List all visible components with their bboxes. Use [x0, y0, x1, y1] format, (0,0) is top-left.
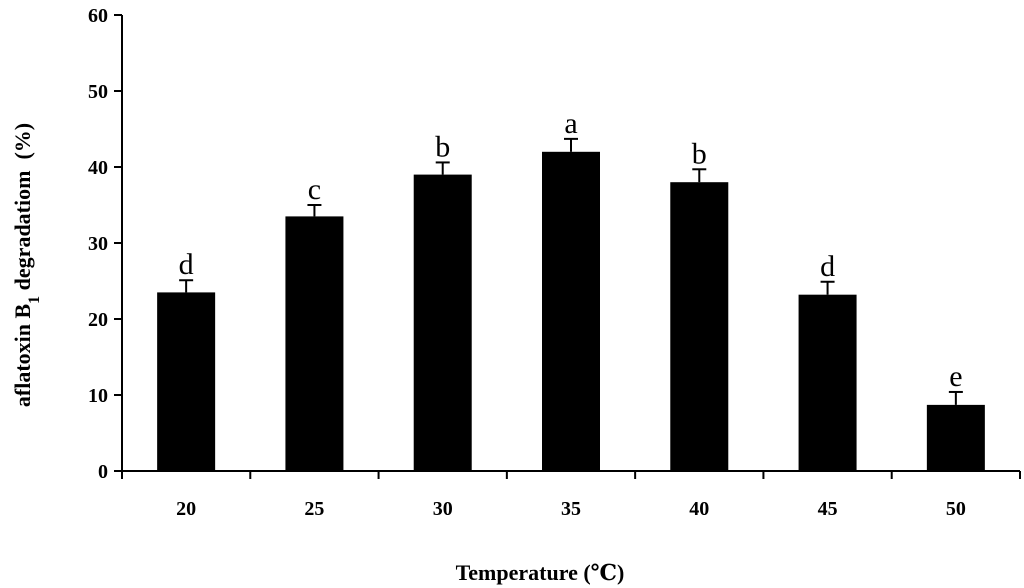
y-axis-title-suffix: degradatiom (%): [10, 123, 35, 296]
y-tick-label: 60: [88, 5, 108, 27]
bars-group: d c b a b d e: [157, 107, 985, 472]
y-axis-title-main: aflatoxin B: [10, 303, 35, 407]
x-tick-label: 40: [689, 498, 709, 520]
significance-label: e: [949, 360, 962, 393]
y-tick-label: 0: [98, 461, 108, 483]
x-tick-label: 35: [561, 498, 581, 520]
bar: [542, 151, 600, 472]
significance-label: b: [692, 137, 707, 170]
significance-label: b: [435, 130, 450, 163]
significance-label: a: [564, 107, 577, 140]
x-axis: 20 25 30 35 40 45 50: [121, 470, 1021, 520]
y-tick-label: 10: [88, 385, 108, 407]
x-tick-label: 25: [304, 498, 324, 520]
y-axis: 0 10 20 30 40 50 60: [88, 5, 123, 483]
significance-label: c: [308, 173, 321, 206]
bar: [157, 292, 216, 471]
bar: [798, 294, 857, 471]
y-tick-label: 20: [88, 309, 108, 331]
significance-label: d: [179, 248, 194, 281]
x-tick-label: 50: [946, 498, 966, 520]
x-tick-label: 20: [176, 498, 196, 520]
x-tick-label: 45: [818, 498, 838, 520]
bar: [413, 174, 472, 471]
x-tick-label: 30: [433, 498, 453, 520]
significance-label: d: [820, 250, 835, 283]
y-tick-label: 30: [88, 233, 108, 255]
y-tick-label: 50: [88, 81, 108, 103]
bar: [285, 216, 344, 471]
bar: [670, 182, 729, 471]
y-tick-label: 40: [88, 157, 108, 179]
x-axis-title: Temperature (℃): [456, 560, 625, 585]
bar: [926, 404, 985, 471]
y-axis-title: aflatoxin B1 degradatiom (%): [10, 123, 43, 407]
y-axis-title-subscript: 1: [26, 296, 43, 304]
